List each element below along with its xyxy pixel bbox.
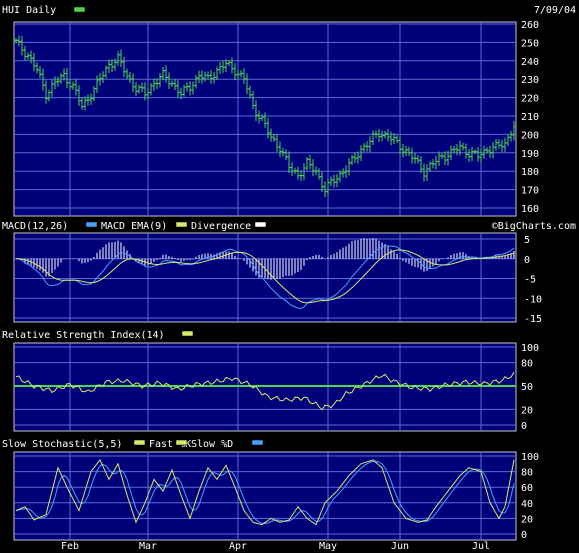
price-ytick-180: 180 — [521, 167, 539, 178]
month-label-apr: Apr — [229, 541, 247, 552]
rsi-title: Relative Strength Index(14) — [2, 330, 165, 341]
rsi-ytick-20: 20 — [521, 405, 533, 416]
slow-label-swatch — [175, 439, 188, 446]
date-label: 7/09/04 — [534, 5, 576, 16]
rsi-legend-swatch — [181, 330, 194, 337]
macd-ytick--15: -15 — [524, 314, 542, 325]
price-ytick-230: 230 — [521, 75, 539, 86]
price-ytick-240: 240 — [521, 57, 539, 68]
macd-ema-legend-swatch — [175, 221, 188, 228]
macd-ema-line — [16, 249, 515, 304]
macd-line — [15, 245, 515, 310]
stoch-ytick-20: 20 — [521, 514, 533, 525]
stoch-ytick-80: 80 — [521, 468, 533, 479]
slow-d-line — [15, 460, 515, 524]
month-label-may: May — [319, 541, 337, 552]
macd-legend-swatch — [85, 221, 98, 228]
macd-ytick--10: -10 — [524, 294, 542, 305]
month-label-mar: Mar — [139, 541, 157, 552]
price-ytick-220: 220 — [521, 94, 539, 105]
fast-k-legend-swatch — [133, 439, 146, 446]
month-label-feb: Feb — [61, 541, 79, 552]
divergence-legend-swatch — [254, 221, 267, 228]
macd-ytick-0: 0 — [524, 255, 530, 266]
rsi-ytick-50: 50 — [521, 382, 533, 393]
stoch-plot-area — [13, 451, 517, 541]
price-ytick-250: 250 — [521, 38, 539, 49]
macd-title: MACD(12,26) — [2, 221, 68, 232]
watermark: ©BigCharts.com — [492, 221, 576, 232]
rsi-line — [15, 371, 515, 411]
slow-d-legend-swatch — [251, 439, 264, 446]
price-ytick-260: 260 — [521, 20, 539, 31]
fast-k-line — [15, 458, 515, 526]
price-legend-swatch — [73, 6, 86, 13]
month-label-jul: Jul — [472, 541, 490, 552]
price-ytick-170: 170 — [521, 186, 539, 197]
stoch-ytick-100: 100 — [521, 452, 539, 463]
stoch-ytick-0: 0 — [521, 530, 527, 541]
month-label-jun: Jun — [391, 541, 409, 552]
stoch-ytick-60: 60 — [521, 483, 533, 494]
macd-ema-label: MACD EMA(9) — [101, 221, 167, 232]
slow-d-label: Slow %D — [191, 439, 233, 450]
price-ytick-160: 160 — [521, 204, 539, 215]
price-ytick-200: 200 — [521, 130, 539, 141]
macd-ytick-5: 5 — [524, 235, 530, 246]
stoch-ytick-40: 40 — [521, 499, 533, 510]
macd-ytick--5: -5 — [524, 275, 536, 286]
divergence-label: Divergence — [191, 221, 251, 232]
price-ytick-190: 190 — [521, 149, 539, 160]
stoch-title: Slow Stochastic(5,5) — [2, 439, 122, 450]
rsi-ytick-100: 100 — [521, 343, 539, 354]
rsi-ytick-80: 80 — [521, 359, 533, 370]
fast-k-label: Fast %K — [149, 439, 191, 450]
price-ytick-210: 210 — [521, 112, 539, 123]
price-title: HUI Daily — [2, 5, 56, 16]
rsi-ytick-0: 0 — [521, 421, 527, 432]
